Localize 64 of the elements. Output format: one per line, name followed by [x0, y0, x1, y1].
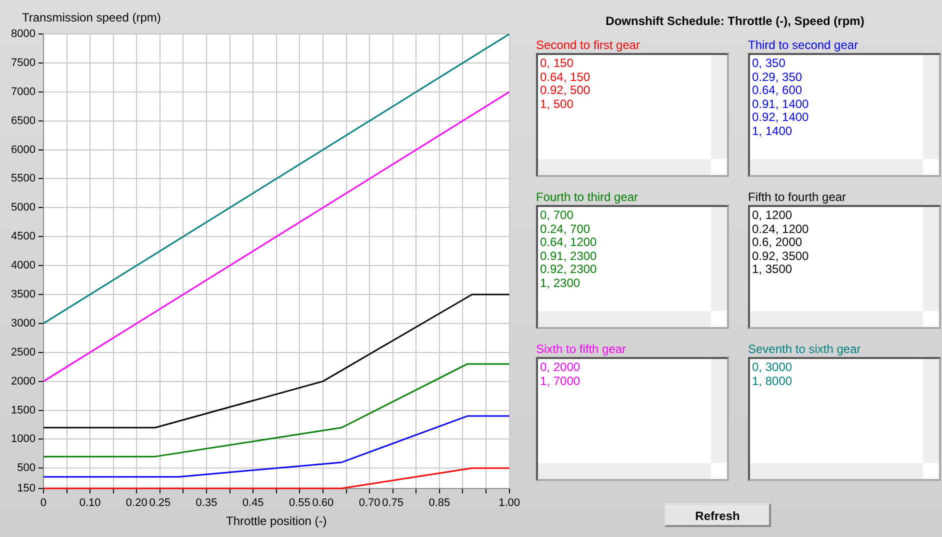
text: 0.92, 500 [540, 83, 590, 98]
text: 1, 8000 [752, 374, 792, 388]
text: 0, 350 [752, 56, 786, 70]
text: 0.29, 350 [752, 70, 804, 84]
y-tick-label: 2000 [10, 375, 36, 388]
y-tick-label: 6000 [10, 144, 36, 156]
text: Third to second gear [748, 38, 860, 53]
text: 0.92, 1400 [752, 110, 809, 124]
text: Fifth to fourth gear [748, 190, 848, 205]
text: 0.91, 2300 [540, 248, 597, 263]
y-tick-label: 5500 [10, 172, 36, 185]
text: 0, 3000 [752, 360, 792, 374]
y-tick-label: 500 [17, 462, 36, 474]
text: 0.64, 150 [540, 70, 590, 84]
text: 0.64, 1200 [540, 235, 597, 250]
text: 0, 2000 [540, 360, 580, 374]
text: Seventh to sixth gear [748, 342, 862, 357]
text: 1, 1400 [752, 124, 794, 138]
text: 0.92, 3500 [752, 248, 809, 263]
text: 1, 2300 [540, 276, 582, 290]
text: Fourth to third gear [536, 190, 640, 205]
y-tick-label: 7000 [10, 86, 36, 98]
text: 0.92, 2300 [540, 262, 597, 276]
text: 0.6, 2000 [752, 235, 804, 250]
y-tick-label: 4000 [10, 260, 36, 272]
x-tick-label: 0.20 [126, 497, 148, 510]
x-tick-label: 0.70 [358, 497, 380, 510]
x-tick-label: 0.25 [149, 497, 171, 510]
text: 1, 7000 [540, 374, 580, 388]
text: 0, 1200 [752, 208, 794, 222]
x-tick-label: 0.35 [196, 497, 218, 510]
y-tick-label: 4500 [10, 230, 36, 243]
x-tick-label: 0.10 [79, 497, 101, 510]
x-axis-title: Throttle position (-) [226, 514, 327, 528]
x-tick-label: 0.85 [428, 497, 450, 510]
y-tick-label: 6500 [10, 114, 36, 127]
text: Refresh [664, 503, 771, 527]
y-tick-label: 3500 [10, 288, 36, 301]
text: 0.91, 1400 [752, 96, 809, 111]
x-tick-label: 0 [40, 497, 47, 510]
text: 1, 3500 [752, 262, 794, 276]
y-tick-label: 8000 [10, 28, 36, 40]
text: 0, 150 [540, 56, 574, 70]
y-tick-label: 3000 [10, 317, 36, 330]
y-tick-label: 2500 [10, 346, 36, 358]
y-tick-label: 5000 [10, 202, 36, 214]
text: 0.24, 1200 [752, 222, 809, 236]
text: Downshift Schedule: Throttle (-), Speed (rpm) [604, 14, 866, 28]
x-tick-label: 0.45 [242, 497, 264, 510]
y-axis-title: Transmission speed (rpm) [22, 10, 161, 24]
text: 0.64, 600 [752, 83, 804, 98]
x-tick-label: 1.00 [498, 497, 520, 510]
text: 1, 500 [540, 96, 574, 111]
x-tick-label: 0.75 [382, 497, 404, 510]
text: Second to first gear [536, 38, 642, 53]
text: 0.24, 700 [540, 222, 592, 236]
y-tick-label: 1500 [10, 404, 36, 416]
x-tick-label: 0.60 [312, 497, 334, 510]
text: Sixth to fifth gear [536, 342, 628, 357]
y-tick-label: 1000 [10, 433, 36, 446]
y-tick-label: 150 [17, 482, 36, 494]
y-tick-label: 7500 [10, 56, 36, 69]
text: 0, 700 [540, 208, 574, 222]
x-tick-label: 0.55 [288, 497, 310, 510]
